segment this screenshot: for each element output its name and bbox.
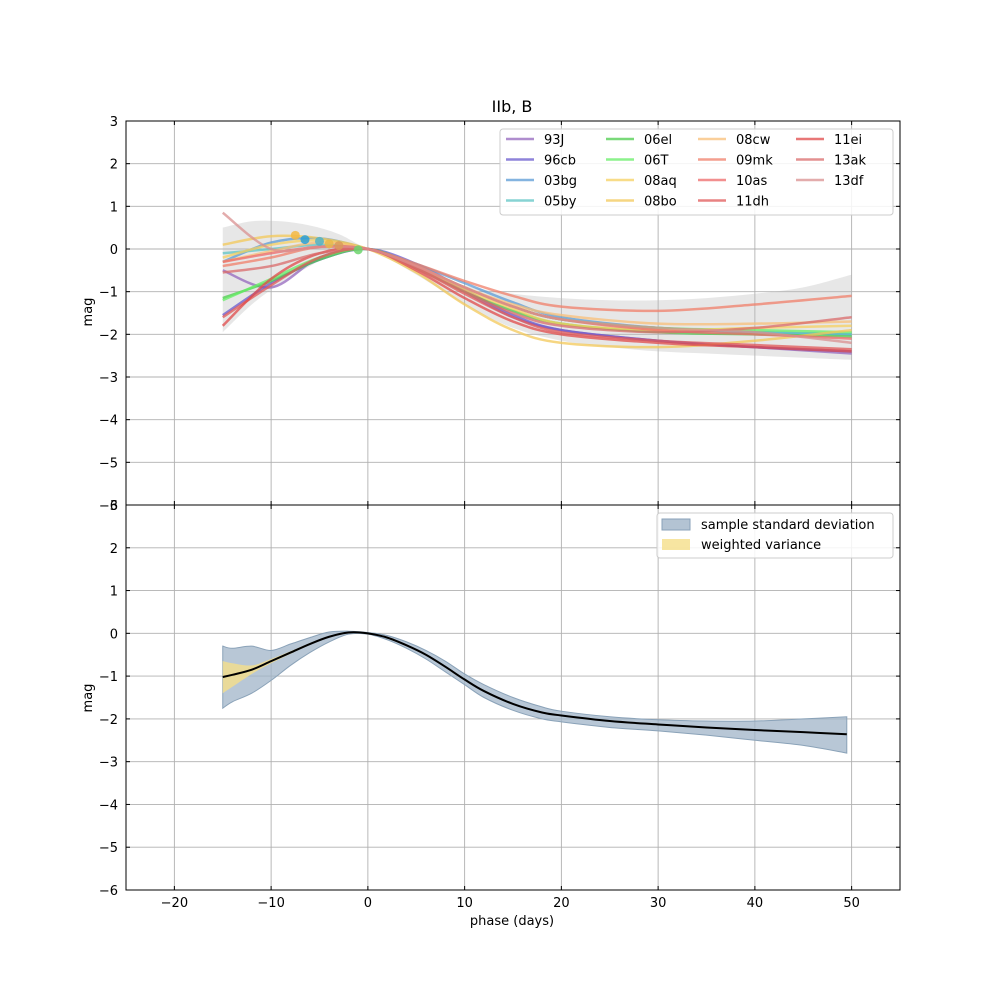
series-line-11dh xyxy=(222,247,852,351)
bottom-ytick-label: 1 xyxy=(110,585,118,600)
bottom-xtick-label: −10 xyxy=(257,896,284,911)
band-sample-standard-deviation xyxy=(222,630,848,754)
top-ytick-label: 1 xyxy=(110,200,118,215)
bottom-frame xyxy=(125,504,901,891)
x-axis-label: phase (days) xyxy=(470,914,554,929)
bottom-xtick-label: 20 xyxy=(553,896,570,911)
legend-swatch-sample-standard-deviation xyxy=(661,518,691,531)
bottom-xtick-label: 50 xyxy=(843,896,860,911)
legend-label-11dh: 11dh xyxy=(736,195,769,210)
bottom-xtick-label: 40 xyxy=(747,896,764,911)
bottom-ytick-label: −4 xyxy=(99,798,118,813)
top-ytick-label: −5 xyxy=(99,456,118,471)
data-point-0 xyxy=(290,230,300,240)
bottom-legend: sample standard deviation weighted varian… xyxy=(656,512,894,559)
bottom-ytick-label: −1 xyxy=(99,670,118,685)
series-line-13df xyxy=(221,211,852,345)
bottom-plot-area xyxy=(222,630,848,754)
bottom-ytick-label: 0 xyxy=(110,627,118,642)
legend-label-weighted-variance: weighted variance xyxy=(701,538,821,553)
legend-box xyxy=(499,128,894,216)
chart-title: IIb, B xyxy=(492,97,533,116)
legend-label-08cw: 08cw xyxy=(736,133,771,148)
series-line-11ei xyxy=(221,246,852,353)
data-point-2 xyxy=(315,236,324,246)
top-plot-area xyxy=(221,211,852,360)
bottom-ytick-label: −5 xyxy=(99,841,118,856)
data-point-3 xyxy=(324,239,334,249)
top-legend: 93J 96cb 03bg 05by 06el 06T 08aq 08bo 08cw 09mk 10… xyxy=(499,128,894,216)
bottom-ytick-label: 2 xyxy=(110,542,118,557)
y-axis-label-top: mag xyxy=(81,298,96,327)
data-point-1 xyxy=(300,235,310,245)
bottom-xtick-label: 30 xyxy=(650,896,667,911)
legend-label-13df: 13df xyxy=(834,174,864,189)
top-ytick-label: 2 xyxy=(110,158,118,173)
mean-line xyxy=(222,631,847,736)
legend-label-10as: 10as xyxy=(736,174,768,189)
legend-label-11ei: 11ei xyxy=(834,133,862,148)
bottom-xtick-label: −20 xyxy=(161,896,188,911)
legend-swatch-weighted-variance xyxy=(662,539,690,550)
top-ytick-label: 0 xyxy=(110,243,118,258)
y-axis-label-bottom: mag xyxy=(81,684,96,713)
legend-label-93J: 93J xyxy=(544,133,564,148)
legend-label-06T: 06T xyxy=(644,154,669,169)
bottom-xtick-label: 10 xyxy=(456,896,473,911)
top-ytick-label: −6 xyxy=(99,499,118,514)
legend-box xyxy=(656,512,894,559)
top-ytick-label: −3 xyxy=(99,371,118,386)
legend-label-09mk: 09mk xyxy=(736,154,773,169)
bottom-ytick-label: −6 xyxy=(99,884,118,899)
legend-label-06el: 06el xyxy=(644,133,672,148)
legend-label-08aq: 08aq xyxy=(644,174,677,189)
legend-label-96cb: 96cb xyxy=(544,154,576,169)
legend-label-03bg: 03bg xyxy=(544,174,577,189)
data-point-4 xyxy=(334,241,344,251)
legend-label-sample-standard-deviation: sample standard deviation xyxy=(701,518,875,533)
bottom-xtick-label: 0 xyxy=(364,896,372,911)
top-ytick-label: −2 xyxy=(99,328,118,343)
data-point-5 xyxy=(353,245,363,255)
bottom-ytick-label: 3 xyxy=(110,499,118,514)
legend-label-05by: 05by xyxy=(544,195,577,210)
bottom-ytick-label: −2 xyxy=(99,713,118,728)
bottom-ytick-label: −3 xyxy=(99,756,118,771)
bottom-panel: phase (days) mag −20 −10 0 10 20 30 40 50−6−5−4… xyxy=(81,499,901,929)
top-ytick-label: 3 xyxy=(110,115,118,130)
legend-label-08bo: 08bo xyxy=(644,195,677,210)
top-ytick-label: −4 xyxy=(99,414,118,429)
legend-label-13ak: 13ak xyxy=(834,154,867,169)
top-panel: IIb, B mag −6 −5 −4 −3 −2 −1 0 1 2 3 93J 96cb 03bg 05… xyxy=(81,97,901,514)
top-ytick-label: −1 xyxy=(99,286,118,301)
